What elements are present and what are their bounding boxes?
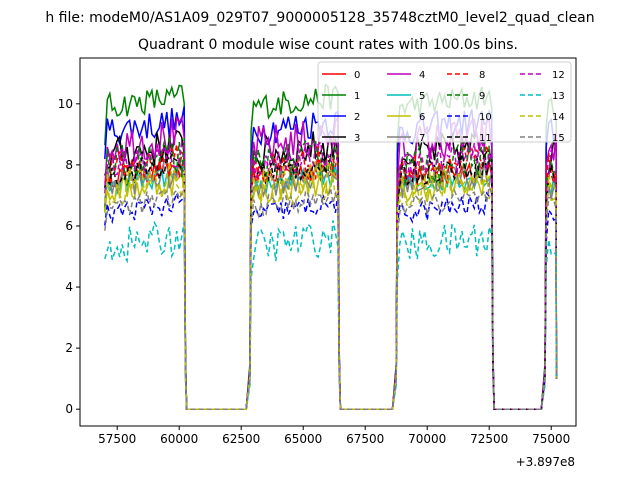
x-offset-label: +3.897e8 bbox=[516, 455, 575, 469]
x-tick-label: 62500 bbox=[222, 432, 260, 446]
x-tick-label: 65000 bbox=[284, 432, 322, 446]
y-axis: 0 2 4 6 8 10 bbox=[58, 97, 80, 416]
legend-label-1: 1 bbox=[354, 91, 360, 102]
y-tick-label: 8 bbox=[65, 158, 73, 172]
series-line-8 bbox=[104, 144, 558, 410]
legend-box bbox=[317, 61, 572, 143]
x-tick-label: 70000 bbox=[408, 432, 446, 446]
series-line-15 bbox=[104, 184, 558, 410]
x-tick-label: 57500 bbox=[98, 432, 136, 446]
y-tick-label: 4 bbox=[65, 280, 73, 294]
legend-label-12: 12 bbox=[552, 70, 565, 81]
figure-suptitle: h file: modeM0/AS1A09_029T07_9000005128_… bbox=[45, 10, 594, 26]
x-tick-label: 67500 bbox=[346, 432, 384, 446]
y-tick-label: 10 bbox=[58, 97, 73, 111]
legend-label-11: 11 bbox=[479, 133, 492, 144]
series-line-11 bbox=[104, 149, 558, 410]
legend-label-7: 7 bbox=[419, 133, 425, 144]
legend-label-8: 8 bbox=[479, 70, 485, 81]
legend-label-14: 14 bbox=[552, 112, 565, 123]
series-line-10 bbox=[104, 190, 558, 410]
legend-label-3: 3 bbox=[354, 133, 360, 144]
axes-frame bbox=[79, 57, 577, 427]
x-tick-label: 60000 bbox=[160, 432, 198, 446]
series-line-14 bbox=[104, 161, 558, 410]
legend-label-13: 13 bbox=[552, 91, 565, 102]
y-tick-label: 6 bbox=[65, 219, 73, 233]
legend-label-0: 0 bbox=[354, 70, 360, 81]
series-line-5 bbox=[104, 165, 558, 410]
legend-label-15: 15 bbox=[552, 133, 565, 144]
x-tick-label: 75000 bbox=[532, 432, 570, 446]
plot-area: 57500 60000 62500 65000 67500 70000 72500 75000… bbox=[58, 57, 577, 469]
legend-label-10: 10 bbox=[479, 112, 492, 123]
x-axis: 57500 60000 62500 65000 67500 70000 72500 75000 bbox=[98, 426, 570, 446]
y-tick-label: 2 bbox=[65, 341, 73, 355]
y-tick-label: 0 bbox=[65, 402, 73, 416]
legend-label-2: 2 bbox=[354, 112, 360, 123]
x-tick-label: 72500 bbox=[470, 432, 508, 446]
legend-label-5: 5 bbox=[419, 91, 425, 102]
chart-title: Quadrant 0 module wise count rates with … bbox=[138, 37, 518, 53]
series-line-13 bbox=[104, 220, 558, 410]
legend-label-6: 6 bbox=[419, 112, 425, 123]
legend-label-9: 9 bbox=[479, 91, 485, 102]
legend-label-4: 4 bbox=[419, 70, 425, 81]
